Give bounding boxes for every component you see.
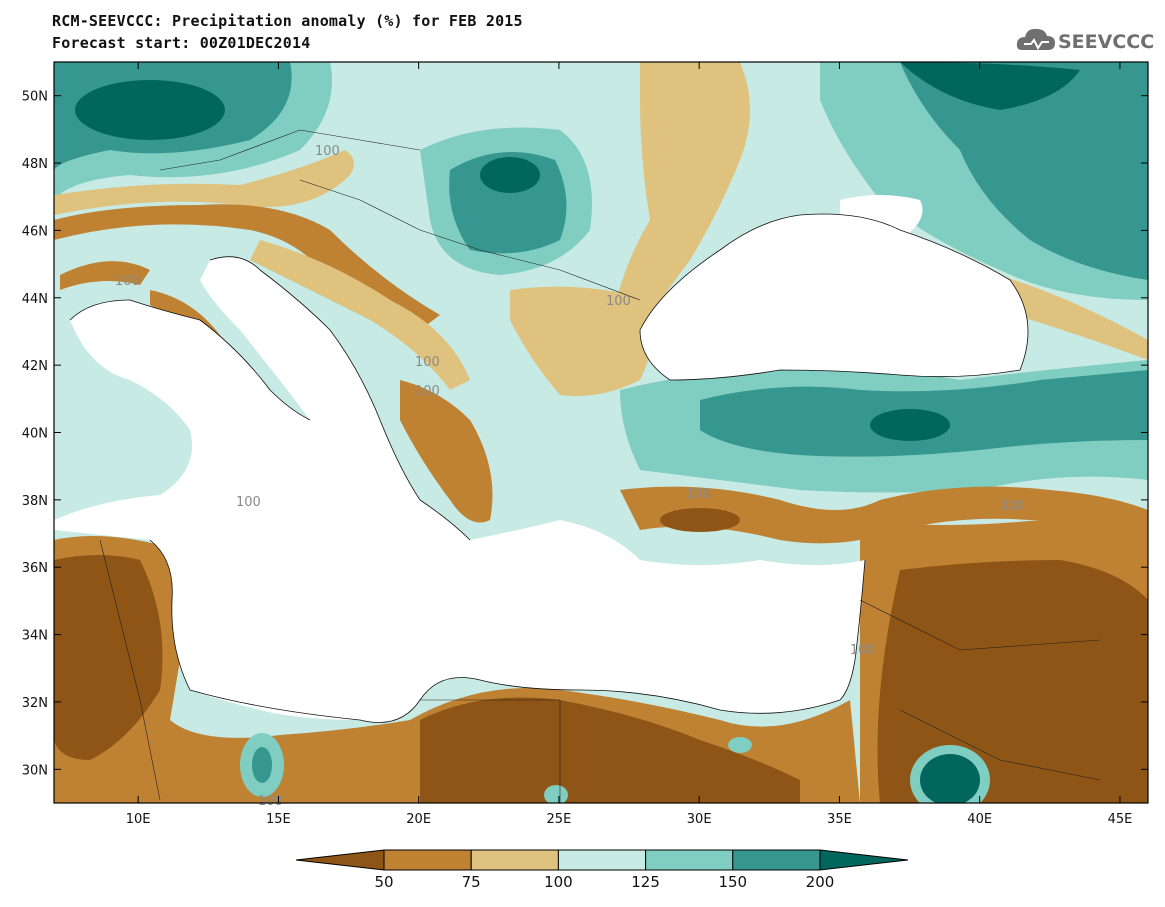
lat-tick-label: 38N [22,494,48,509]
lon-tick-label: 20E [406,812,431,827]
lat-tick-label: 42N [22,359,48,374]
lat-tick-label: 48N [22,157,48,172]
logo-text: SEEVCCC [1058,31,1154,53]
country-borders [99,129,1101,803]
longitude-axis: 10E 15E 20E 25E 30E 35E 40E 45E [126,62,1133,827]
lat-tick-label: 34N [22,629,48,644]
lon-tick-label: 15E [266,812,291,827]
lat-tick-label: 50N [22,90,48,105]
map-title: RCM-SEEVCCC: Precipitation anomaly (%) f… [52,12,523,30]
colorbar-high-triangle [819,849,909,871]
contour-label-100: 100 [606,294,631,309]
contour-label-100: 100 [850,643,875,658]
colorbar-level-label: 75 [462,873,481,891]
latitude-axis: 50N 48N 46N 44N 42N 40N 38N 36N 34N 32N 30N [22,90,1148,778]
forecast-start-subtitle: Forecast start: 00Z01DEC2014 [52,34,311,52]
mediterranean-sea [54,256,865,723]
colorbar-box [645,849,734,871]
seevccc-logo: SEEVCCC [1016,28,1154,53]
colorbar-box [470,849,559,871]
colorbar-level-label: 100 [544,873,573,891]
lat-tick-label: 32N [22,696,48,711]
sea-of-azov [840,195,923,240]
colorbar-level-label: 125 [631,873,660,891]
contour-labels: 100 100 100 100 100 100 100 100 100 100 [115,144,1025,809]
colorbar-level-label: 50 [374,873,393,891]
colorbar: 50 75 100 125 150 200 [295,849,909,891]
colorbar-box [732,849,821,871]
lon-tick-label: 25E [547,812,572,827]
lat-tick-label: 46N [22,224,48,239]
lat-tick-label: 40N [22,427,48,442]
anomaly-field [54,62,1148,803]
colorbar-box [383,849,472,871]
black-sea [640,214,1028,380]
lon-tick-label: 10E [126,812,151,827]
contour-label-100: 100 [258,794,283,809]
lon-tick-label: 45E [1108,812,1133,827]
contour-label-100: 100 [1000,499,1025,514]
contour-label-100: 100 [415,384,440,399]
lat-tick-label: 44N [22,292,48,307]
colorbar-level-label: 200 [806,873,835,891]
contour-label-100: 100 [686,487,711,502]
colorbar-box [557,849,647,871]
lat-tick-label: 36N [22,561,48,576]
lat-tick-label: 30N [22,763,48,778]
cloud-icon [1016,28,1055,50]
lon-tick-label: 40E [967,812,992,827]
contour-label-100: 100 [236,495,261,510]
contour-label-100: 100 [415,355,440,370]
lon-tick-label: 35E [827,812,852,827]
contour-label-100: 100 [315,144,340,159]
coastlines [69,213,1029,723]
lon-tick-label: 30E [687,812,712,827]
colorbar-level-label: 150 [718,873,747,891]
contour-label-100: 100 [115,274,140,289]
colorbar-low-triangle [295,849,385,871]
